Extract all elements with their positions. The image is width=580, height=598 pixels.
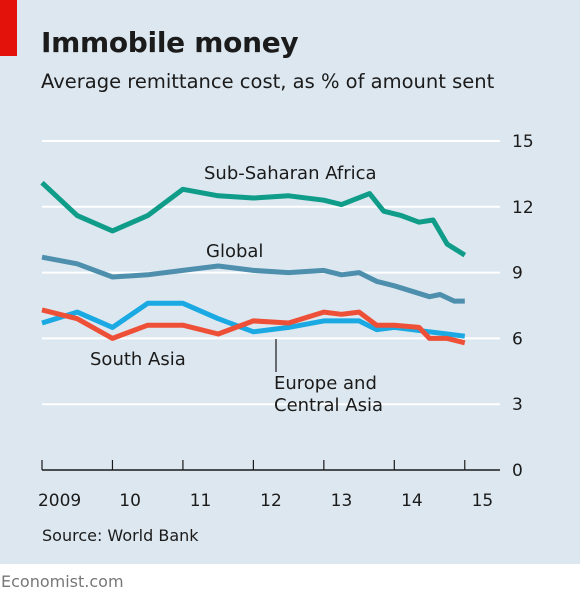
series-label-south-asia: South Asia: [90, 349, 186, 370]
chart-subtitle: Average remittance cost, as % of amount …: [41, 70, 495, 93]
series-line-sub-saharan-africa: [40, 180, 467, 258]
y-tick-label-12: 12: [512, 198, 534, 218]
y-axis-labels: 0 3 6 9 12 15: [512, 132, 534, 481]
y-tick-label-15: 15: [512, 132, 534, 152]
x-tick-label-12: 12: [260, 491, 282, 511]
chart-card: Immobile money Average remittance cost, …: [0, 0, 580, 564]
x-tick-label-13: 13: [331, 491, 353, 511]
x-tick-label-10: 10: [119, 491, 141, 511]
y-tick-label-9: 9: [512, 264, 523, 284]
red-tag: [0, 0, 17, 56]
line-chart: 0 3 6 9 12 15 2009 10 11 12 13 14 15 Sub-Saharan Af…: [38, 132, 534, 511]
series-line-europe-and-central-asia: [41, 307, 466, 346]
y-tick-label-6: 6: [512, 329, 523, 349]
series-label-europe-and-central-asia: Europe and Central Asia: [274, 373, 383, 416]
series-label-sub-saharan-africa: Sub-Saharan Africa: [204, 163, 377, 184]
series-line-south-asia: [41, 300, 466, 339]
series-annotations: Sub-Saharan Africa Global South Asia Europe…: [90, 163, 383, 416]
x-tick-label-11: 11: [190, 491, 212, 511]
source-note: Source: World Bank: [42, 526, 199, 545]
series-label-global: Global: [206, 241, 263, 262]
series-lines: [40, 180, 467, 346]
y-tick-label-3: 3: [512, 395, 523, 415]
x-axis-labels: 2009 10 11 12 13 14 15: [38, 491, 493, 511]
series-line-global: [41, 254, 465, 304]
x-tick-label-15: 15: [472, 491, 494, 511]
x-tick-label-14: 14: [401, 491, 423, 511]
x-tick-label-2009: 2009: [38, 491, 81, 511]
brand-footer: Economist.com: [1, 572, 124, 591]
y-tick-label-0: 0: [512, 461, 523, 481]
chart-title: Immobile money: [41, 26, 299, 59]
x-axis: [41, 460, 500, 471]
